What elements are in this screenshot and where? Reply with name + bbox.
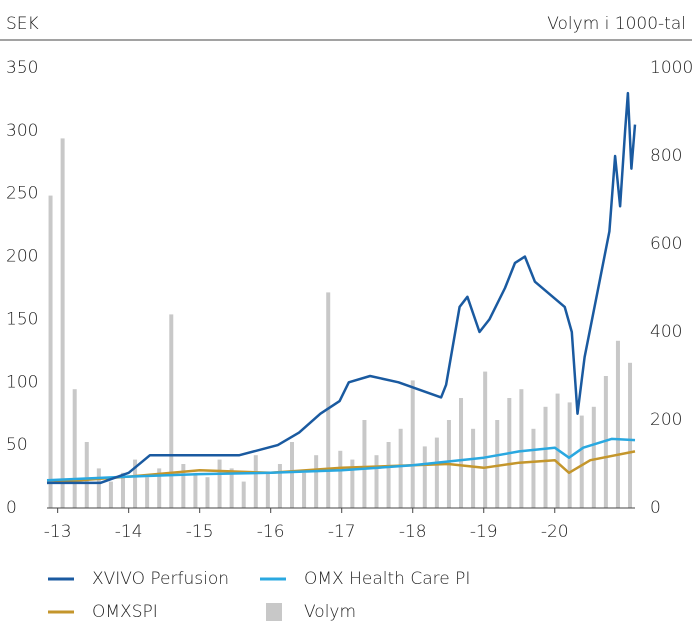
x-tick-label: -15 [186,522,214,542]
volume-bar [60,138,65,508]
volume-bar [628,362,633,508]
legend-swatch [266,603,282,621]
volume-bar [543,406,548,508]
volume-bar [495,420,500,508]
y2-tick-label: 200 [650,410,682,430]
y-tick-label: 100 [6,372,38,392]
y2-tick-label: 1000 [650,58,692,78]
x-tick-label: -18 [399,522,427,542]
y2-axis-label: Volym i 1000-tal [547,14,686,34]
legend-label: OMX Health Care PI [304,569,470,589]
volume-bar [302,472,307,508]
volume-bar [362,420,367,508]
volume-bar [205,477,210,508]
volume-bar [133,459,138,508]
volume-bar [253,455,258,508]
volume-bar [290,442,294,508]
volume-bar [531,428,536,508]
volume-bar [374,455,379,508]
volume-bar [483,371,488,508]
x-tick-label: -20 [541,522,569,542]
volume-bar [84,442,89,508]
y-tick-label: 50 [6,435,28,455]
x-tick-label: -17 [328,522,356,542]
volume-bar [434,437,439,508]
y-tick-label: 200 [6,247,38,267]
volume-bar [603,376,608,508]
volume-bar [386,442,391,508]
volume-bar [459,398,464,508]
x-tick-label: -19 [470,522,498,542]
volume-bar [579,415,584,508]
volume-bar [471,428,476,508]
y2-tick-label: 600 [650,234,682,254]
y-tick-label: 0 [6,498,17,518]
series-line [46,437,636,482]
volume-bar [157,468,162,508]
volume-bar [217,459,222,508]
volume-bar [193,472,198,508]
volume-bar [96,468,101,508]
volume-bar [241,481,246,508]
x-tick-label: -13 [44,522,72,542]
volume-bar [145,477,150,508]
y-tick-label: 250 [6,184,38,204]
volume-bar [72,389,77,508]
y2-tick-label: 800 [650,146,682,166]
volume-bar [229,468,234,508]
volume-bar [519,389,524,508]
y-axis-label: SEK [6,14,39,34]
x-tick-label: -16 [257,522,285,542]
x-tick-label: -14 [115,522,143,542]
legend-label: Volym [304,602,356,622]
volume-bar [422,446,427,508]
volume-bar [615,340,620,508]
volume-bar [314,455,319,508]
series-line [46,450,636,485]
y-tick-label: 300 [6,121,38,141]
y2-tick-label: 0 [650,498,661,518]
volume-bar [338,450,343,508]
volume-bar [398,428,403,508]
volume-bar [120,472,125,508]
y2-tick-label: 400 [650,322,682,342]
y-tick-label: 350 [6,58,38,78]
volume-bar [48,195,53,508]
volume-bar [169,314,174,508]
volume-bar [410,380,415,508]
volume-bar [265,472,270,508]
series-line [47,91,637,485]
volume-bar [326,292,331,508]
volume-bar [350,459,355,508]
legend-label: OMXSPI [92,602,158,622]
volume-bar [591,406,596,508]
volume-bar [108,481,113,508]
legend-label: XVIVO Perfusion [92,569,229,589]
volume-bar [567,402,572,508]
y-tick-label: 150 [6,309,38,329]
volume-bar [181,464,186,508]
volume-bar [277,464,282,508]
